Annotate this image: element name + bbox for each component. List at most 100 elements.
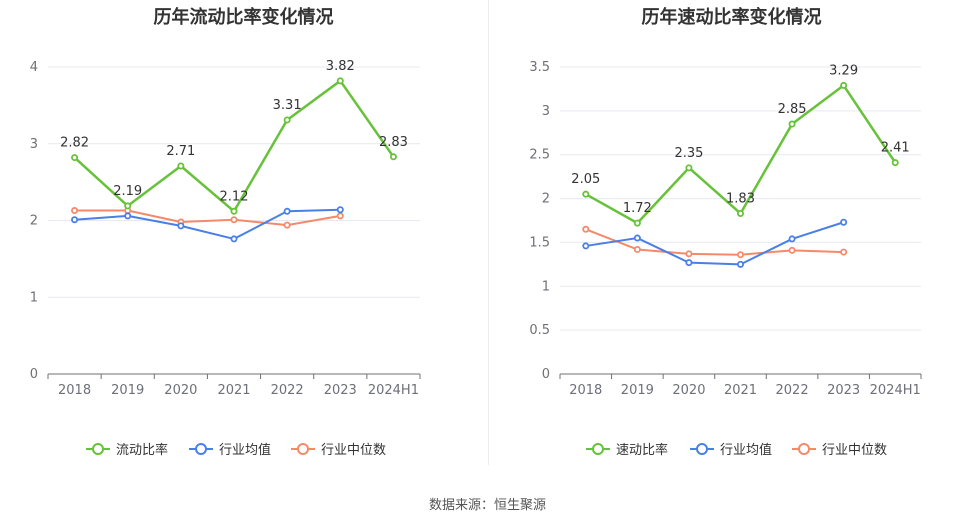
data-point bbox=[230, 235, 238, 243]
x-tick-label: 2018 bbox=[569, 383, 602, 398]
data-point bbox=[685, 164, 693, 172]
data-label: 2.41 bbox=[881, 141, 910, 156]
legend-marker bbox=[592, 443, 604, 455]
data-point bbox=[71, 154, 79, 162]
chart-title: 历年流动比率变化情况 bbox=[153, 7, 334, 28]
data-point bbox=[71, 216, 79, 224]
data-point bbox=[840, 248, 848, 256]
y-tick-label: 3 bbox=[30, 137, 38, 152]
y-tick-label: 0 bbox=[542, 367, 550, 382]
data-point bbox=[633, 219, 641, 227]
y-tick-label: 2 bbox=[542, 192, 550, 207]
legend-item: 速动比率 bbox=[586, 442, 668, 458]
y-tick-label: 4 bbox=[30, 60, 38, 75]
series-line bbox=[74, 209, 341, 227]
data-point bbox=[582, 190, 590, 198]
legend-label: 行业均值 bbox=[219, 442, 271, 458]
y-tick-label: 1.5 bbox=[529, 235, 550, 250]
data-point bbox=[788, 235, 796, 243]
data-label: 2.19 bbox=[113, 184, 142, 199]
series-line bbox=[585, 221, 844, 266]
data-label: 2.12 bbox=[220, 189, 249, 204]
x-tick-label: 2024H1 bbox=[368, 383, 419, 398]
data-label: 2.35 bbox=[674, 146, 703, 161]
y-tick-label: 3 bbox=[542, 104, 550, 119]
data-label: 2.83 bbox=[379, 135, 408, 150]
y-tick-label: 2 bbox=[30, 214, 38, 229]
data-label: 3.82 bbox=[326, 59, 355, 74]
data-label: 2.82 bbox=[60, 136, 89, 151]
chart-title: 历年速动比率变化情况 bbox=[641, 7, 822, 28]
data-point bbox=[124, 202, 132, 210]
x-tick-label: 2018 bbox=[58, 383, 91, 398]
legend-label: 行业中位数 bbox=[822, 443, 887, 458]
x-tick-label: 2020 bbox=[672, 383, 705, 398]
legend-item: 行业均值 bbox=[189, 442, 271, 458]
legend-marker bbox=[195, 443, 207, 455]
data-point bbox=[840, 81, 848, 89]
data-point bbox=[891, 159, 899, 167]
data-point bbox=[788, 246, 796, 254]
y-tick-label: 2.5 bbox=[529, 148, 550, 163]
data-point bbox=[177, 162, 185, 170]
quick-ratio-panel: 历年速动比率变化情况 0 0.5 1 1.5 2 2.5 3 3.5 2018 2019 2020 2… bbox=[488, 0, 975, 480]
data-point bbox=[283, 207, 291, 215]
data-label: 2.85 bbox=[778, 102, 807, 117]
data-point bbox=[736, 251, 744, 259]
data-point bbox=[230, 207, 238, 215]
data-label: 3.31 bbox=[273, 98, 302, 113]
x-tick-label: 2022 bbox=[271, 383, 304, 398]
y-tick-label: 3.5 bbox=[529, 60, 550, 75]
data-label: 2.05 bbox=[571, 172, 600, 187]
data-point bbox=[736, 209, 744, 217]
panel-divider bbox=[488, 0, 489, 465]
series-line bbox=[74, 208, 341, 240]
current-ratio-chart: 0 1 2 3 4 2018 2019 2020 2021 2022 2023 2024H1 2.82 2… bbox=[30, 59, 421, 458]
legend-marker bbox=[92, 443, 104, 455]
data-point bbox=[840, 218, 848, 226]
data-point bbox=[582, 242, 590, 250]
x-tick-label: 2024H1 bbox=[870, 383, 921, 398]
data-label: 3.29 bbox=[829, 63, 858, 78]
x-tick-label: 2019 bbox=[621, 383, 654, 398]
data-point bbox=[788, 120, 796, 128]
data-point bbox=[177, 222, 185, 230]
y-tick-label: 1 bbox=[542, 279, 550, 294]
data-source-note: 数据来源：恒生聚源 bbox=[428, 498, 546, 513]
x-tick-label: 2022 bbox=[776, 383, 809, 398]
legend-label: 速动比率 bbox=[616, 442, 668, 458]
y-tick-label: 0 bbox=[30, 367, 38, 382]
x-tick-label: 2021 bbox=[724, 383, 757, 398]
data-point bbox=[336, 206, 344, 214]
data-point bbox=[685, 259, 693, 267]
data-point bbox=[283, 221, 291, 229]
data-point bbox=[633, 234, 641, 242]
legend-marker bbox=[696, 443, 708, 455]
current-ratio-panel: 历年流动比率变化情况 0 1 2 3 4 2018 2019 2020 2021 2022 2023… bbox=[0, 0, 487, 480]
legend-label: 行业中位数 bbox=[321, 443, 386, 458]
data-point bbox=[582, 225, 590, 233]
y-tick-label: 0.5 bbox=[529, 323, 550, 338]
data-point bbox=[71, 207, 79, 215]
data-point bbox=[633, 245, 641, 253]
x-tick-label: 2019 bbox=[111, 383, 144, 398]
legend-marker bbox=[798, 443, 810, 455]
series-line bbox=[585, 228, 844, 256]
legend-marker bbox=[297, 443, 309, 455]
data-point bbox=[230, 216, 238, 224]
x-tick-label: 2021 bbox=[217, 383, 250, 398]
legend-item: 行业中位数 bbox=[792, 443, 887, 458]
data-label: 2.71 bbox=[166, 144, 195, 159]
x-tick-label: 2023 bbox=[324, 383, 357, 398]
y-tick-label: 1 bbox=[30, 290, 38, 305]
legend-label: 行业均值 bbox=[720, 442, 772, 458]
legend-item: 流动比率 bbox=[86, 442, 168, 458]
quick-ratio-chart: 0 0.5 1 1.5 2 2.5 3 3.5 2018 2019 2020 2021 2022 2023… bbox=[529, 60, 922, 458]
data-point bbox=[389, 153, 397, 161]
data-point bbox=[736, 260, 744, 268]
legend-item: 行业中位数 bbox=[291, 443, 386, 458]
legend-label: 流动比率 bbox=[116, 442, 168, 458]
legend-item: 行业均值 bbox=[690, 442, 772, 458]
data-label: 1.83 bbox=[726, 191, 755, 206]
data-point bbox=[124, 212, 132, 220]
